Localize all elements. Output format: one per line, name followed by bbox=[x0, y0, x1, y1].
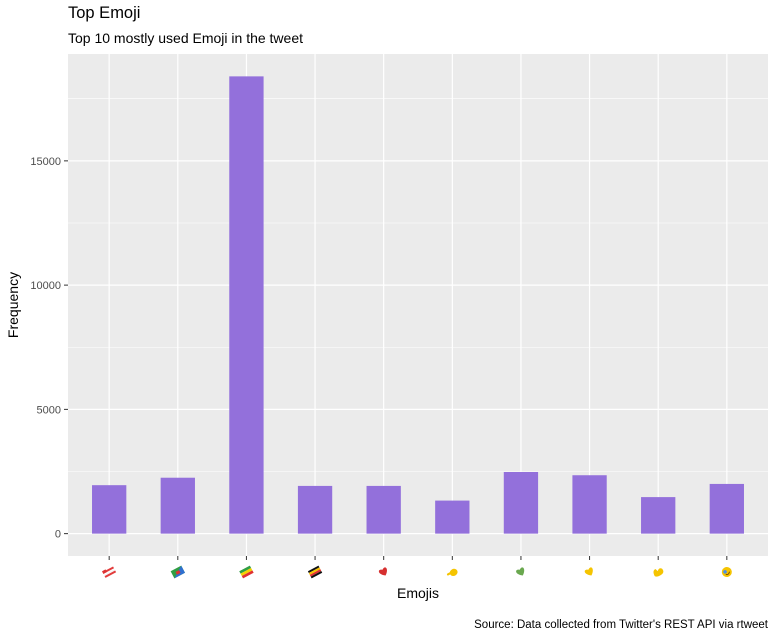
flag-stripe bbox=[310, 570, 323, 579]
flag-stripe bbox=[103, 569, 116, 577]
y-tick-label: 10000 bbox=[30, 280, 61, 292]
flag-green-blue-red-icon bbox=[170, 565, 185, 579]
bar bbox=[709, 483, 744, 534]
flag-stripe bbox=[239, 565, 252, 574]
flag-stripes-icon bbox=[102, 566, 117, 578]
bar bbox=[572, 475, 607, 534]
y-axis: 0 5000 10000 15000 bbox=[30, 156, 68, 541]
bar bbox=[229, 76, 264, 534]
bar bbox=[92, 485, 127, 534]
hand-palm bbox=[449, 568, 458, 577]
flag-canton bbox=[102, 569, 107, 574]
flag-green-yellow-red-icon bbox=[239, 565, 254, 579]
bars bbox=[92, 76, 744, 534]
y-tick-label: 0 bbox=[55, 529, 61, 541]
face-tear bbox=[723, 570, 727, 574]
rolling-laughing-face-icon bbox=[721, 567, 732, 577]
x-axis-title: Emojis bbox=[397, 585, 439, 601]
yellow-muscle-icon bbox=[653, 568, 664, 577]
flag-stripe bbox=[241, 570, 254, 579]
flag-black-yellow-red-icon bbox=[307, 565, 323, 579]
face-mouth bbox=[725, 571, 730, 576]
yellow-pointing-hand-icon bbox=[446, 568, 458, 577]
heart-shape bbox=[516, 567, 525, 576]
bar bbox=[503, 472, 539, 534]
plot-panel bbox=[68, 54, 768, 556]
face-circle bbox=[721, 567, 732, 577]
flag-stripe bbox=[104, 570, 117, 578]
chart-caption: Source: Data collected from Twitter's RE… bbox=[474, 619, 768, 631]
bar bbox=[297, 485, 333, 534]
y-tick-label: 15000 bbox=[30, 156, 61, 168]
chart-subtitle: Top 10 mostly used Emoji in the tweet bbox=[68, 30, 304, 46]
chart-title: Top Emoji bbox=[68, 4, 141, 22]
y-axis-title: Frequency bbox=[5, 272, 21, 338]
heart-shape bbox=[378, 567, 387, 576]
muscle-arm bbox=[653, 568, 664, 577]
grid-minor bbox=[68, 98, 768, 472]
bar bbox=[160, 477, 195, 534]
bar bbox=[366, 485, 401, 534]
yellow-heart-icon bbox=[584, 567, 593, 576]
hand-finger bbox=[446, 571, 453, 576]
bar bbox=[641, 497, 676, 534]
flag-stripe bbox=[308, 567, 321, 575]
y-tick-label: 5000 bbox=[37, 404, 61, 416]
flag-stripe bbox=[307, 565, 320, 574]
flag-stripe bbox=[309, 569, 322, 577]
x-axis bbox=[102, 556, 732, 579]
bar bbox=[435, 500, 470, 534]
red-heart-icon bbox=[378, 567, 387, 576]
flag-stripe bbox=[240, 568, 253, 577]
heart-shape bbox=[584, 567, 593, 576]
flag-field bbox=[175, 570, 181, 575]
green-heart-icon bbox=[516, 567, 525, 576]
